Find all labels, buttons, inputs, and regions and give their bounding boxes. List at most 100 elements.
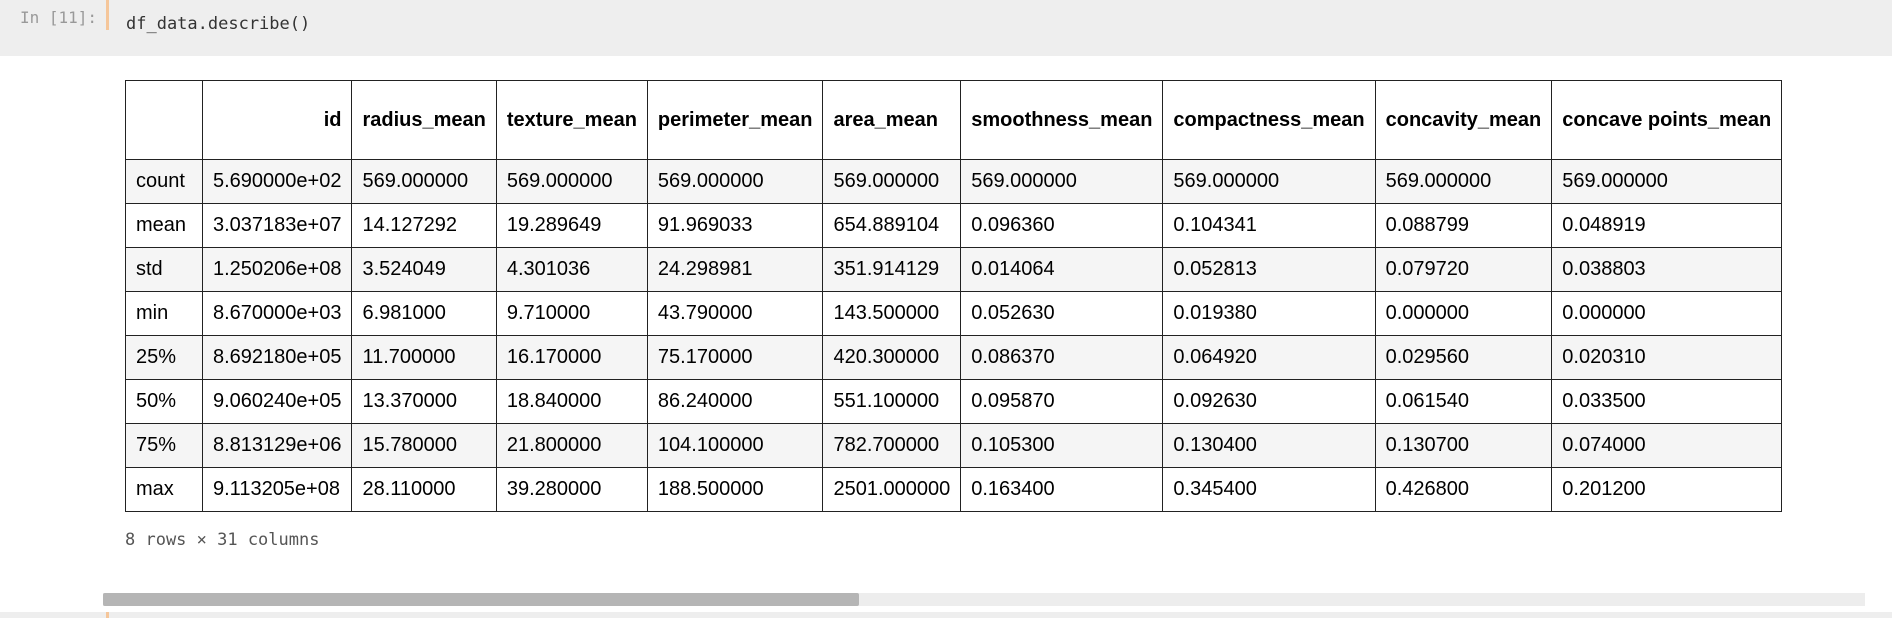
table-row: mean 3.037183e+07 14.127292 19.289649 91.969… (125, 203, 1783, 248)
table-cell: 9.113205e+08 (201, 467, 353, 512)
table-cell: 86.240000 (646, 379, 824, 424)
table-row: 75% 8.813129e+06 15.780000 21.800000 104.100… (125, 423, 1783, 468)
table-cell: 0.105300 (960, 423, 1164, 468)
table-cell: 6.981000 (351, 291, 497, 336)
table-cell: 104.100000 (646, 423, 824, 468)
table-cell: 0.074000 (1551, 423, 1783, 468)
table-cell: 5.690000e+02 (201, 159, 353, 204)
table-cell: 15.780000 (351, 423, 497, 468)
table-cell: 351.914129 (822, 247, 962, 292)
row-index-label: max (125, 467, 203, 512)
table-cell: 0.096360 (960, 203, 1164, 248)
table-cell: 91.969033 (646, 203, 824, 248)
table-cell: 28.110000 (351, 467, 497, 512)
table-cell: 0.095870 (960, 379, 1164, 424)
table-cell: 8.692180e+05 (201, 335, 353, 380)
cell-prompt: In [11]: (20, 8, 98, 27)
table-cell: 0.029560 (1374, 335, 1553, 380)
next-cell[interactable] (0, 612, 1892, 618)
table-cell: 0.052813 (1162, 247, 1376, 292)
column-header: compactness_mean (1162, 80, 1376, 160)
table-cell: 0.426800 (1374, 467, 1553, 512)
table-cell: 3.524049 (351, 247, 497, 292)
table-cell: 39.280000 (495, 467, 648, 512)
table-cell: 0.163400 (960, 467, 1164, 512)
table-cell: 0.092630 (1162, 379, 1376, 424)
table-cell: 569.000000 (351, 159, 497, 204)
table-cell: 0.019380 (1162, 291, 1376, 336)
table-cell: 0.104341 (1162, 203, 1376, 248)
table-cell: 0.052630 (960, 291, 1164, 336)
shape-note: 8 rows × 31 columns (125, 530, 320, 550)
table-cell: 0.130400 (1162, 423, 1376, 468)
describe-table: id radius_mean texture_mean perimeter_me… (125, 80, 1783, 512)
table-row: std 1.250206e+08 3.524049 4.301036 24.298981… (125, 247, 1783, 292)
row-index-label: count (125, 159, 203, 204)
table-cell: 24.298981 (646, 247, 824, 292)
table-cell: 11.700000 (351, 335, 497, 380)
table-header-row: id radius_mean texture_mean perimeter_me… (125, 80, 1783, 160)
table-row: 50% 9.060240e+05 13.370000 18.840000 86.2400… (125, 379, 1783, 424)
table-cell: 0.033500 (1551, 379, 1783, 424)
table-row: count 5.690000e+02 569.000000 569.000000 569… (125, 159, 1783, 204)
table-cell: 569.000000 (1551, 159, 1783, 204)
row-index-label: min (125, 291, 203, 336)
input-cell[interactable] (0, 0, 1892, 56)
table-cell: 2501.000000 (822, 467, 962, 512)
table-cell: 569.000000 (1374, 159, 1553, 204)
table-cell: 3.037183e+07 (201, 203, 353, 248)
table-cell: 8.813129e+06 (201, 423, 353, 468)
table-cell: 0.064920 (1162, 335, 1376, 380)
table-cell: 0.201200 (1551, 467, 1783, 512)
table-cell: 0.088799 (1374, 203, 1553, 248)
table-cell: 9.060240e+05 (201, 379, 353, 424)
table-cell: 0.079720 (1374, 247, 1553, 292)
cell-focus-bar (106, 0, 109, 30)
table-cell: 4.301036 (495, 247, 648, 292)
table-cell: 16.170000 (495, 335, 648, 380)
row-index-label: 75% (125, 423, 203, 468)
table-cell: 0.020310 (1551, 335, 1783, 380)
table-row: 25% 8.692180e+05 11.700000 16.170000 75.1700… (125, 335, 1783, 380)
horizontal-scrollbar-thumb[interactable] (103, 593, 859, 606)
table-cell: 19.289649 (495, 203, 648, 248)
table-cell: 18.840000 (495, 379, 648, 424)
table-cell: 0.086370 (960, 335, 1164, 380)
table-cell: 782.700000 (822, 423, 962, 468)
table-cell: 9.710000 (495, 291, 648, 336)
column-header: radius_mean (351, 80, 497, 160)
table-cell: 569.000000 (646, 159, 824, 204)
table-cell: 143.500000 (822, 291, 962, 336)
row-index-label: std (125, 247, 203, 292)
column-header: area_mean (822, 80, 962, 160)
table-cell: 0.000000 (1374, 291, 1553, 336)
row-index-label: 50% (125, 379, 203, 424)
next-cell-focus-bar (106, 612, 109, 618)
column-header: perimeter_mean (646, 80, 824, 160)
table-cell: 0.014064 (960, 247, 1164, 292)
table-cell: 0.345400 (1162, 467, 1376, 512)
table-cell: 569.000000 (495, 159, 648, 204)
column-header: texture_mean (495, 80, 648, 160)
column-header: concave points_mean (1551, 80, 1783, 160)
table-cell: 551.100000 (822, 379, 962, 424)
table-cell: 14.127292 (351, 203, 497, 248)
table-cell: 0.048919 (1551, 203, 1783, 248)
table-cell: 8.670000e+03 (201, 291, 353, 336)
table-cell: 13.370000 (351, 379, 497, 424)
table-cell: 0.000000 (1551, 291, 1783, 336)
table-row: min 8.670000e+03 6.981000 9.710000 43.790000… (125, 291, 1783, 336)
table-cell: 0.061540 (1374, 379, 1553, 424)
table-cell: 420.300000 (822, 335, 962, 380)
table-cell: 188.500000 (646, 467, 824, 512)
table-cell: 0.038803 (1551, 247, 1783, 292)
table-cell: 43.790000 (646, 291, 824, 336)
code-line[interactable]: df_data.describe() (126, 14, 311, 34)
table-cell: 569.000000 (1162, 159, 1376, 204)
table-cell: 0.130700 (1374, 423, 1553, 468)
table-cell: 654.889104 (822, 203, 962, 248)
column-header: smoothness_mean (960, 80, 1164, 160)
row-index-label: mean (125, 203, 203, 248)
index-header (125, 80, 203, 160)
column-header: id (201, 80, 353, 160)
